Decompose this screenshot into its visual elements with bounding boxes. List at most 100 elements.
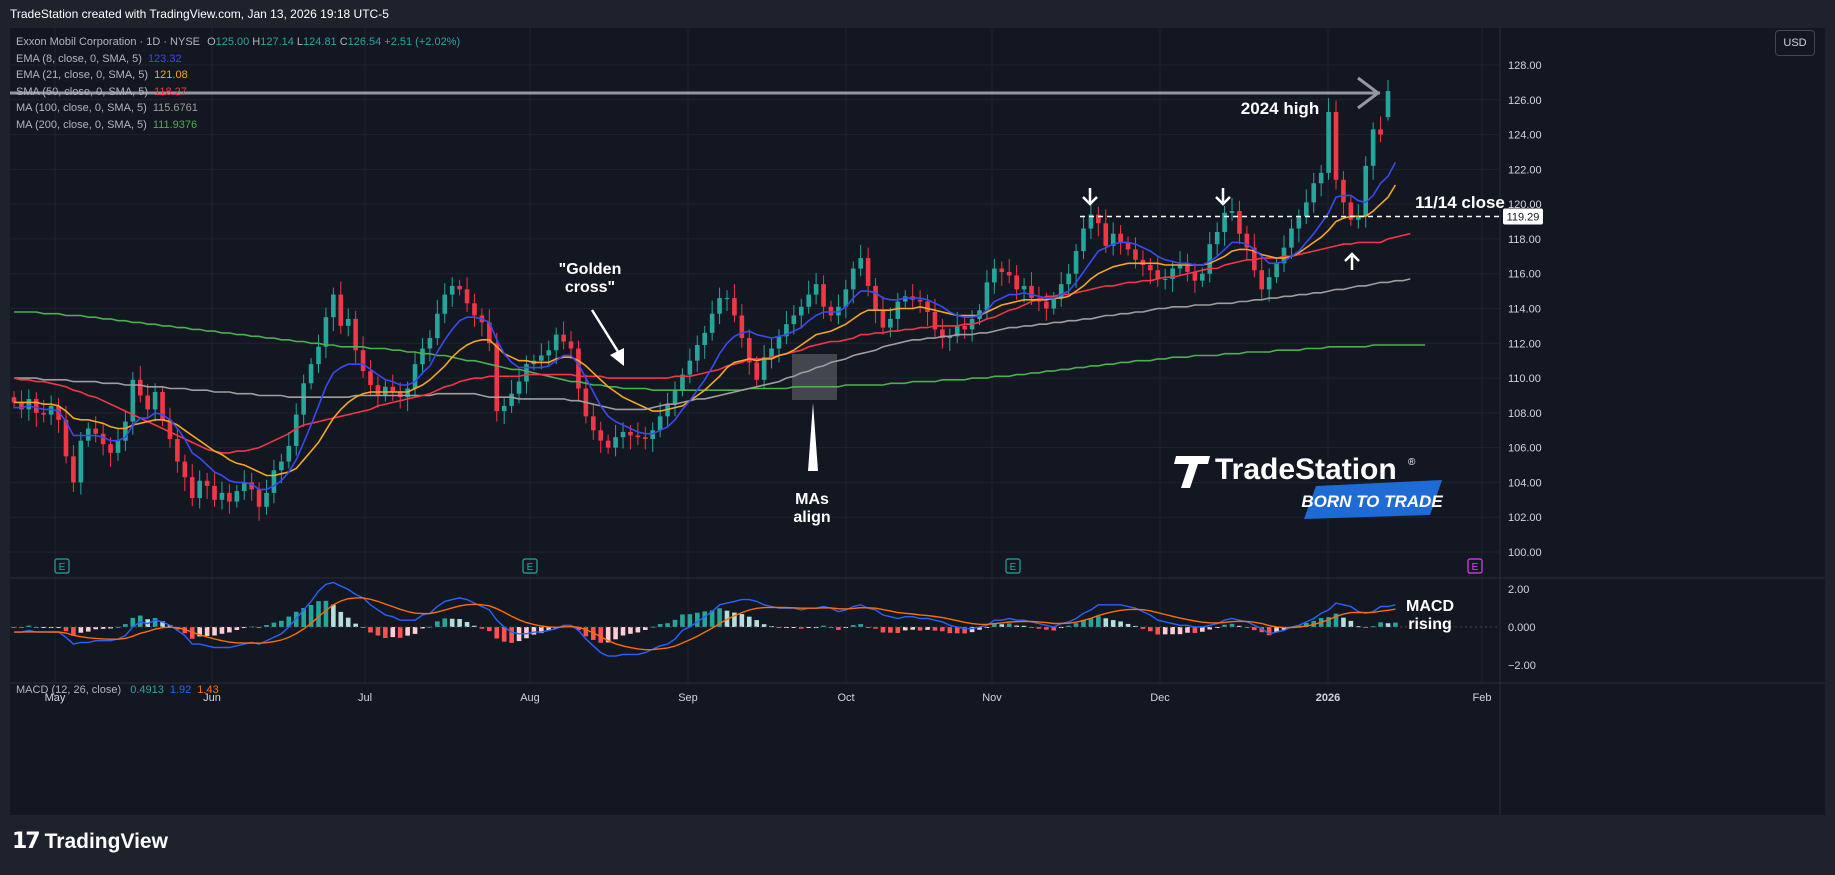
macd-histogram-bar bbox=[732, 612, 737, 627]
indicator-row[interactable]: SMA (50, close, 0, SMA, 5) 118.27 bbox=[16, 84, 460, 101]
earnings-marker-label: E bbox=[1472, 562, 1479, 573]
candle-body bbox=[286, 445, 292, 462]
macd-histogram-bar bbox=[642, 627, 648, 630]
price-tick-label: 110.00 bbox=[1508, 373, 1541, 385]
candle-body bbox=[665, 404, 670, 417]
macd-histogram-bar bbox=[761, 624, 767, 627]
chart-area[interactable]: E E E E 128.00 126.00 124.00 122.00 120.00 118.0… bbox=[10, 28, 1825, 815]
candle-body bbox=[605, 440, 611, 448]
tradestation-tagline: BORN TO TRADE bbox=[1301, 492, 1443, 511]
candle-body bbox=[152, 391, 158, 410]
indicator-row[interactable]: EMA (21, close, 0, SMA, 5) 121.08 bbox=[16, 67, 460, 84]
candle-body bbox=[880, 310, 886, 328]
macd-histogram-bar bbox=[1088, 618, 1094, 627]
macd-histogram-bar bbox=[1229, 623, 1235, 627]
macd-histogram-bar bbox=[746, 616, 752, 627]
candle-body bbox=[11, 397, 17, 403]
candle-body bbox=[197, 480, 202, 499]
candle-body bbox=[1311, 183, 1317, 203]
candle-body bbox=[182, 461, 188, 478]
candle-body bbox=[999, 268, 1005, 272]
candle-body bbox=[33, 398, 39, 413]
candle-body bbox=[1244, 233, 1250, 248]
time-tick-label: Dec bbox=[1150, 692, 1170, 704]
macd-histogram-bar bbox=[204, 627, 210, 636]
macd-histogram-bar bbox=[501, 627, 507, 642]
candle-body bbox=[1222, 212, 1227, 232]
macd-histogram-bar bbox=[130, 617, 136, 627]
candle-body bbox=[449, 285, 455, 295]
candle-body bbox=[732, 298, 737, 316]
macd-histogram-bar bbox=[71, 627, 76, 636]
candle-body bbox=[405, 388, 410, 398]
macd-histogram-bar bbox=[865, 627, 871, 628]
macd-histogram-bar bbox=[301, 608, 306, 627]
candle-body bbox=[1333, 111, 1339, 180]
price-chart[interactable]: E E E E 128.00 126.00 124.00 122.00 120.00 118.0… bbox=[10, 28, 1825, 815]
candle-body bbox=[353, 318, 358, 351]
indicator-row[interactable]: EMA (8, close, 0, SMA, 5) 123.32 bbox=[16, 51, 460, 68]
candle-body bbox=[219, 492, 225, 500]
candle-body bbox=[501, 405, 507, 412]
time-tick-label: Oct bbox=[837, 692, 854, 704]
mas-align-label-1: MAs bbox=[795, 491, 829, 508]
candle-body bbox=[1229, 211, 1235, 213]
candle-body bbox=[264, 492, 269, 507]
candle-body bbox=[1177, 265, 1183, 269]
candle-body bbox=[308, 364, 314, 384]
macd-histogram-bar bbox=[1103, 618, 1109, 627]
candle-body bbox=[694, 345, 700, 361]
arrow-down-icon bbox=[1215, 188, 1231, 206]
macd-histogram-bar bbox=[925, 627, 930, 630]
grid bbox=[10, 28, 1825, 815]
earnings-marker-box bbox=[1467, 558, 1483, 574]
macd-histogram-bar bbox=[791, 627, 797, 628]
ohlc-o: O125.00 bbox=[207, 36, 250, 48]
candle-body bbox=[598, 430, 604, 441]
indicator-row[interactable]: MA (100, close, 0, SMA, 5) 115.6761 bbox=[16, 100, 460, 117]
candle-body bbox=[1051, 298, 1057, 309]
indicator-rows: EMA (8, close, 0, SMA, 5) 123.32 EMA (21, … bbox=[16, 51, 460, 134]
footer: 17 TradingView bbox=[0, 815, 1835, 875]
candle-body bbox=[1237, 211, 1242, 234]
price-tick-label: 112.00 bbox=[1508, 338, 1541, 350]
earnings-marker-box bbox=[522, 558, 538, 574]
candle-body bbox=[167, 419, 173, 439]
macd-histogram-bar bbox=[1133, 625, 1138, 627]
macd-histogram-bar bbox=[1014, 625, 1019, 627]
candle-body bbox=[204, 480, 210, 486]
macd-histogram-bar bbox=[219, 627, 225, 634]
tradingview-logo[interactable]: 17 TradingView bbox=[12, 829, 168, 854]
price-tick-label: 124.00 bbox=[1508, 130, 1542, 142]
macd-histogram-bar bbox=[709, 610, 715, 627]
macd-histogram-bar bbox=[1081, 619, 1086, 627]
macd-histogram-bar bbox=[717, 608, 722, 627]
candle-body bbox=[368, 371, 373, 386]
candle-body bbox=[754, 362, 760, 380]
macd-histogram-bar bbox=[345, 617, 351, 627]
candle-body bbox=[717, 298, 722, 314]
macd-histogram-bar bbox=[331, 604, 336, 627]
candle-body bbox=[680, 374, 685, 391]
candle-body bbox=[1110, 233, 1116, 246]
indicator-name: MA (100, close, 0, SMA, 5) bbox=[16, 102, 147, 114]
earnings-marker-label: E bbox=[59, 562, 66, 573]
candle-body bbox=[1058, 284, 1064, 299]
macd-histogram-bar bbox=[902, 627, 908, 631]
candle-body bbox=[1096, 214, 1101, 224]
candle-body bbox=[962, 325, 967, 330]
macd-histogram-bar bbox=[873, 627, 878, 629]
candle-body bbox=[227, 492, 232, 502]
macd-histogram-bar bbox=[457, 619, 462, 627]
macd-histogram-bar bbox=[85, 627, 91, 632]
currency-button[interactable]: USD bbox=[1775, 30, 1815, 56]
candle-body bbox=[1318, 172, 1324, 184]
candle-body bbox=[561, 334, 566, 342]
macd-histogram-bar bbox=[286, 616, 292, 627]
macd-pane bbox=[10, 581, 1500, 657]
price-tick-label: 116.00 bbox=[1508, 269, 1541, 281]
indicator-row[interactable]: MA (200, close, 0, SMA, 5) 111.9376 bbox=[16, 117, 460, 134]
candle-body bbox=[1155, 270, 1161, 279]
tradingview-mark-icon: 17 bbox=[12, 829, 41, 854]
macd-histogram-bar bbox=[1125, 623, 1131, 627]
